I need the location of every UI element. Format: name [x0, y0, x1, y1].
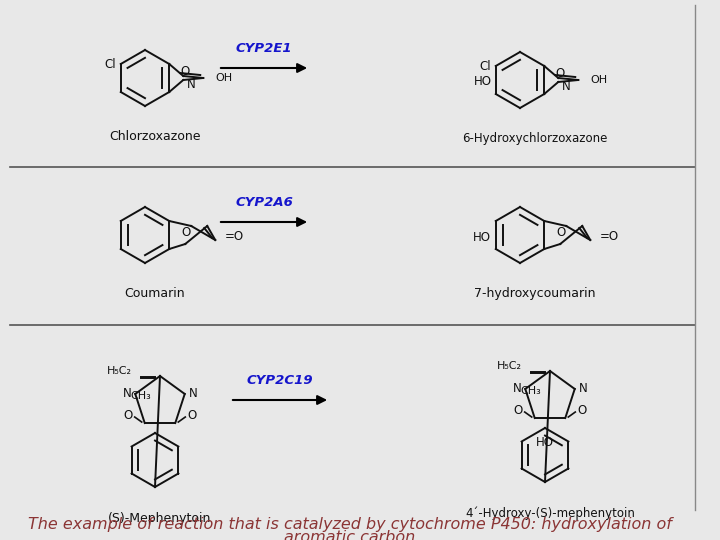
- Text: CYP2E1: CYP2E1: [235, 42, 292, 55]
- Text: =O: =O: [600, 230, 619, 242]
- Text: O: O: [181, 226, 191, 239]
- Text: (S)-Mephenytoin: (S)-Mephenytoin: [108, 512, 212, 525]
- Text: 4´-Hydroxy-(S)-mephenytoin: 4´-Hydroxy-(S)-mephenytoin: [465, 507, 635, 521]
- Text: Cl: Cl: [104, 57, 116, 71]
- Text: N: N: [122, 388, 131, 401]
- Text: Cl: Cl: [479, 59, 491, 72]
- Text: O: O: [123, 409, 132, 422]
- Text: Coumarin: Coumarin: [125, 287, 185, 300]
- Text: OH: OH: [590, 75, 608, 85]
- Text: aromatic carbon: aromatic carbon: [284, 530, 415, 540]
- Text: N: N: [189, 388, 197, 401]
- Text: HO: HO: [473, 231, 491, 244]
- Text: H₅C₂: H₅C₂: [107, 366, 132, 376]
- Text: O: O: [181, 65, 190, 78]
- Text: CH₃: CH₃: [521, 386, 541, 396]
- Text: CYP2C19: CYP2C19: [247, 374, 313, 387]
- Text: N: N: [579, 382, 588, 395]
- Text: 6-Hydroxychlorzoxazone: 6-Hydroxychlorzoxazone: [462, 132, 608, 145]
- Text: O: O: [513, 403, 523, 416]
- Text: HO: HO: [536, 436, 554, 449]
- Text: O: O: [556, 67, 565, 80]
- Text: =O: =O: [225, 230, 244, 242]
- Text: OH: OH: [215, 73, 233, 83]
- Text: N: N: [562, 80, 571, 93]
- Text: The example of reaction that is catalyzed by cytochrome P450: hydroxylation of: The example of reaction that is catalyze…: [28, 517, 672, 532]
- Text: O: O: [187, 409, 197, 422]
- Text: Chlorzoxazone: Chlorzoxazone: [109, 130, 201, 143]
- Text: 7-hydroxycoumarin: 7-hydroxycoumarin: [474, 287, 595, 300]
- Text: O: O: [557, 226, 566, 239]
- Text: CYP2A6: CYP2A6: [235, 196, 293, 209]
- Text: HO: HO: [474, 75, 492, 88]
- Text: CH₃: CH₃: [130, 391, 151, 401]
- Text: H₅C₂: H₅C₂: [497, 361, 522, 371]
- Text: N: N: [513, 382, 521, 395]
- Text: N: N: [187, 78, 196, 91]
- Text: O: O: [577, 403, 587, 416]
